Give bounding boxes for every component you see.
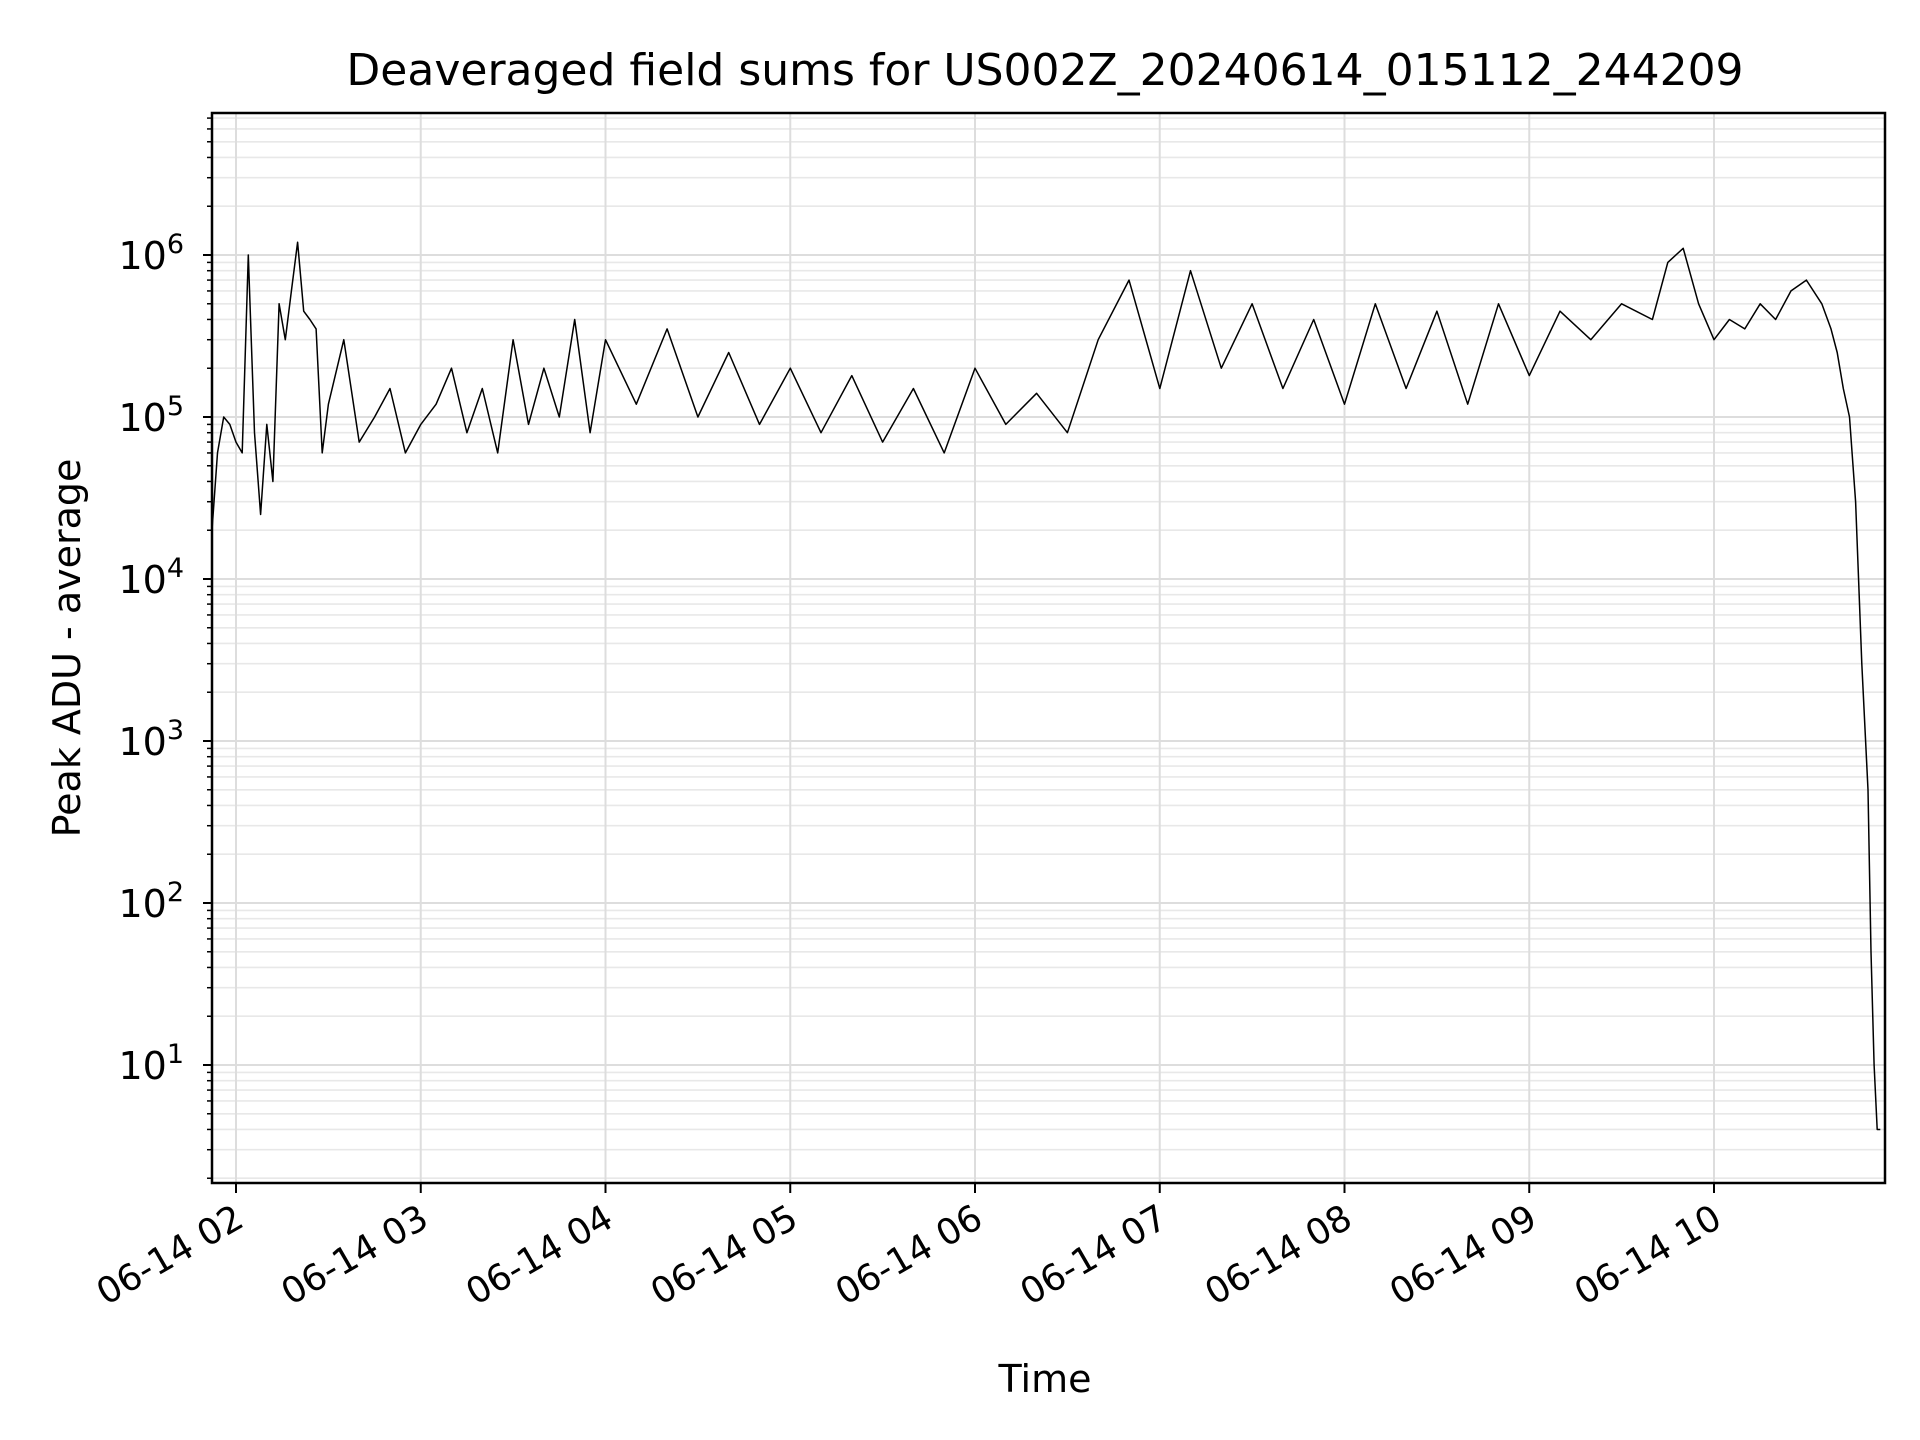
y-axis-label: Peak ADU - average [45,459,89,838]
grid-layer [212,113,1885,1183]
y-tick-label: 101 [118,1039,184,1088]
ticks-layer [203,117,1715,1193]
series-line [211,241,1881,1131]
plot-area-frame [210,111,1887,1185]
series-layer [211,241,1881,1131]
y-tick-label: 104 [118,553,184,602]
y-tick-label: 103 [118,715,184,764]
y-tick-label: 102 [118,877,184,926]
y-tick-label: 105 [118,391,184,440]
x-axis-label: Time [998,1357,1092,1401]
y-tick-labels: 101 102 103 104 105 106 [118,229,184,1088]
chart-title: Deaveraged field sums for US002Z_2024061… [346,45,1743,96]
y-tick-label: 106 [118,229,184,278]
